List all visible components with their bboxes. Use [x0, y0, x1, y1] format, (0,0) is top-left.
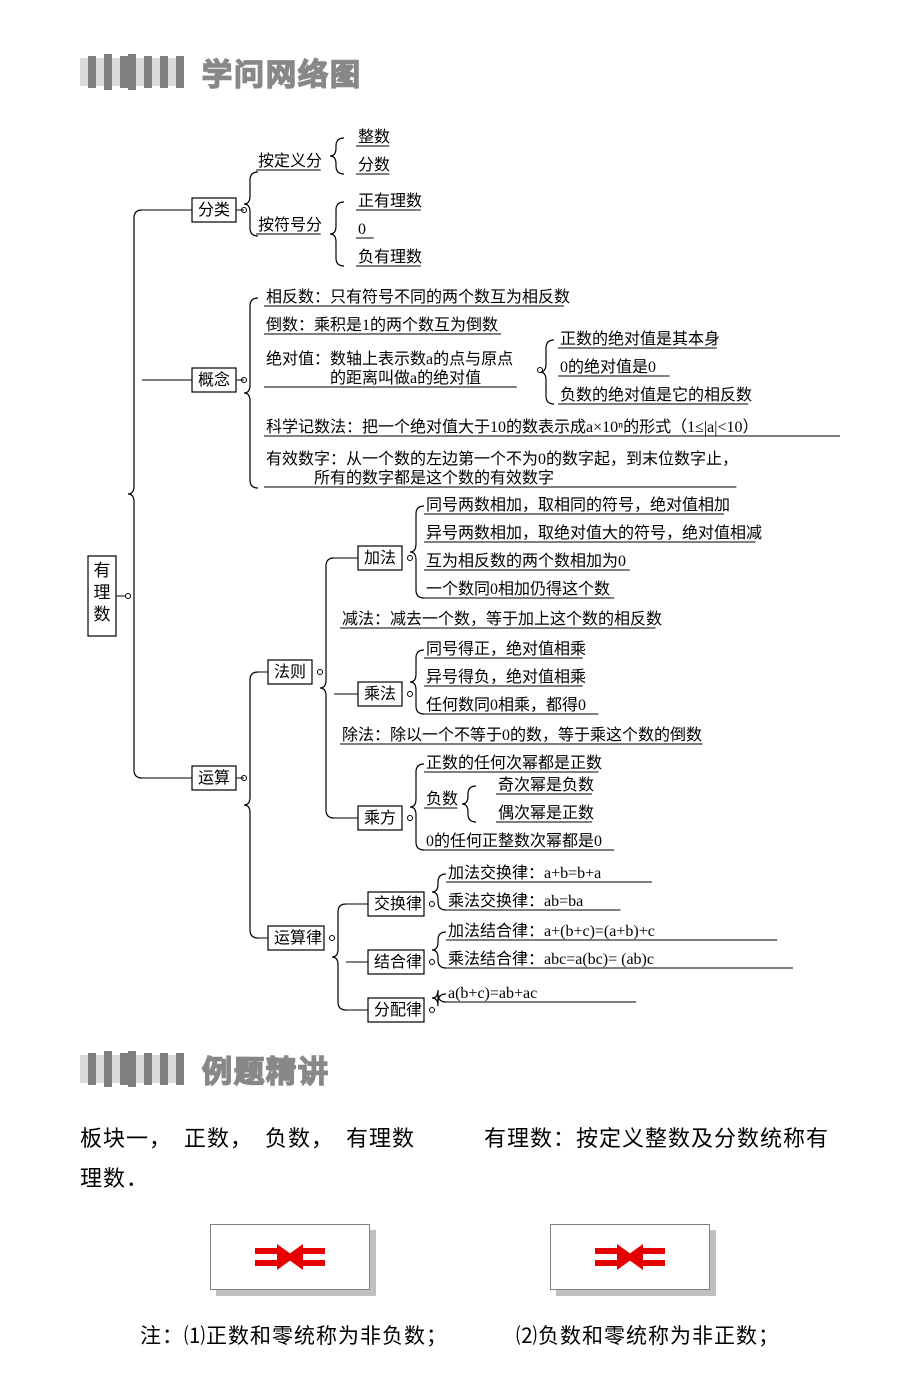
svg-text:乘法: 乘法 [364, 685, 396, 703]
concept-diagram: 有理数 分类概念运算 按定义分按符号分 整数分数正有理数 0 负有理数相反数：只有符号不同… [80, 106, 840, 1026]
svg-text:相反数：只有符号不同的两个数互为相反数: 相反数：只有符号不同的两个数互为相反数 [266, 288, 570, 306]
svg-text:a(b+c)=ab+ac: a(b+c)=ab+ac [448, 985, 537, 1002]
svg-text:0的任何正整数次幂都是0: 0的任何正整数次幂都是0 [426, 832, 602, 850]
svg-text:分类: 分类 [198, 201, 230, 219]
svg-text:所有的数字都是这个数的有效数字: 所有的数字都是这个数的有效数字 [266, 469, 554, 487]
svg-text:异号两数相加，取绝对值大的符号，绝对值相减: 异号两数相加，取绝对值大的符号，绝对值相减 [426, 524, 762, 542]
placeholder-image-1 [210, 1224, 370, 1290]
svg-text:加法: 加法 [364, 549, 396, 567]
svg-text:分数: 分数 [358, 156, 390, 174]
header-title-1: 学问网络图 [202, 50, 362, 94]
svg-text:减法：减去一个数，等于加上这个数的相反数: 减法：减去一个数，等于加上这个数的相反数 [342, 610, 662, 628]
svg-text:异号得负，绝对值相乘: 异号得负，绝对值相乘 [426, 668, 586, 686]
stripes-icon [80, 1051, 190, 1087]
svg-text:负数: 负数 [426, 790, 458, 808]
svg-text:科学记数法：把一个绝对值大于10的数表示成a×10ⁿ的形式（: 科学记数法：把一个绝对值大于10的数表示成a×10ⁿ的形式（1≤|a|<10） [266, 418, 758, 436]
svg-text:按定义分: 按定义分 [258, 152, 322, 170]
svg-text:法则: 法则 [274, 663, 306, 681]
svg-text:结合律: 结合律 [374, 953, 422, 971]
svg-text:一个数同0相加仍得这个数: 一个数同0相加仍得这个数 [426, 580, 610, 598]
svg-text:除法：除以一个不等于0的数，等于乘这个数的倒数: 除法：除以一个不等于0的数，等于乘这个数的倒数 [342, 726, 702, 744]
svg-text:同号两数相加，取相同的符号，绝对值相加: 同号两数相加，取相同的符号，绝对值相加 [426, 496, 730, 514]
note-2: ⑵负数和零统称为非正数； [516, 1320, 780, 1350]
svg-text:互为相反数的两个数相加为0: 互为相反数的两个数相加为0 [426, 552, 626, 570]
svg-text:运算: 运算 [198, 768, 230, 787]
svg-text:倒数：乘积是1的两个数互为倒数: 倒数：乘积是1的两个数互为倒数 [266, 316, 498, 334]
image-row [80, 1224, 840, 1290]
svg-text:同号得正，绝对值相乘: 同号得正，绝对值相乘 [426, 640, 586, 658]
svg-text:的距离叫做a的绝对值: 的距离叫做a的绝对值 [266, 369, 481, 387]
svg-text:正数的任何次幂都是正数: 正数的任何次幂都是正数 [426, 754, 602, 772]
svg-text:任何数同0相乘，都得0: 任何数同0相乘，都得0 [426, 696, 586, 714]
svg-text:运算律: 运算律 [274, 928, 322, 947]
svg-text:加法交换律：a+b=b+a: 加法交换律：a+b=b+a [448, 864, 601, 882]
note-1: 注：⑴正数和零统称为非负数； [140, 1320, 448, 1350]
section-header-1: 学问网络图 [80, 50, 840, 94]
svg-text:正数的绝对值是其本身: 正数的绝对值是其本身 [560, 330, 720, 348]
svg-text:负有理数: 负有理数 [358, 248, 422, 266]
svg-text:奇次幂是负数: 奇次幂是负数 [498, 776, 594, 794]
svg-text:理: 理 [94, 583, 111, 602]
svg-text:加法结合律：a+(b+c)=(a+b)+c: 加法结合律：a+(b+c)=(a+b)+c [448, 922, 655, 940]
body-line: 板块一， 正数， 负数， 有理数 有理数：按定义整数及分数统称有理数． [80, 1119, 840, 1198]
svg-text:偶次幂是正数: 偶次幂是正数 [498, 804, 594, 822]
page: 学问网络图 有理数 分类概念运算 按定义分按符号分 整数分数正有理数 0 负有理数相反数：… [0, 0, 920, 1390]
svg-text:乘法结合律：abc=a(bc)= (ab)c: 乘法结合律：abc=a(bc)= (ab)c [448, 950, 654, 968]
svg-text:负数的绝对值是它的相反数: 负数的绝对值是它的相反数 [560, 386, 752, 404]
svg-text:有效数字：从一个数的左边第一个不为0的数字起，到末位数字止，: 有效数字：从一个数的左边第一个不为0的数字起，到末位数字止， [266, 450, 738, 468]
svg-text:乘法交换律：ab=ba: 乘法交换律：ab=ba [448, 892, 583, 910]
stripes-icon [80, 54, 190, 90]
svg-text:正有理数: 正有理数 [358, 192, 422, 210]
svg-text:乘方: 乘方 [364, 809, 396, 827]
placeholder-image-2 [550, 1224, 710, 1290]
svg-text:数: 数 [94, 605, 111, 624]
note-row: 注：⑴正数和零统称为非负数； ⑵负数和零统称为非正数； [80, 1320, 840, 1350]
svg-text:概念: 概念 [198, 370, 230, 389]
section-header-2: 例题精讲 [80, 1047, 840, 1091]
svg-text:交换律: 交换律 [374, 895, 422, 913]
header-title-2: 例题精讲 [202, 1047, 330, 1091]
svg-text:0: 0 [358, 221, 366, 238]
svg-text:整数: 整数 [358, 128, 390, 146]
svg-text:分配律: 分配律 [374, 1001, 422, 1019]
svg-text:有: 有 [94, 561, 111, 580]
svg-text:0的绝对值是0: 0的绝对值是0 [560, 358, 656, 376]
svg-text:按符号分: 按符号分 [258, 216, 322, 234]
svg-text:绝对值：数轴上表示数a的点与原点: 绝对值：数轴上表示数a的点与原点 [266, 350, 513, 368]
